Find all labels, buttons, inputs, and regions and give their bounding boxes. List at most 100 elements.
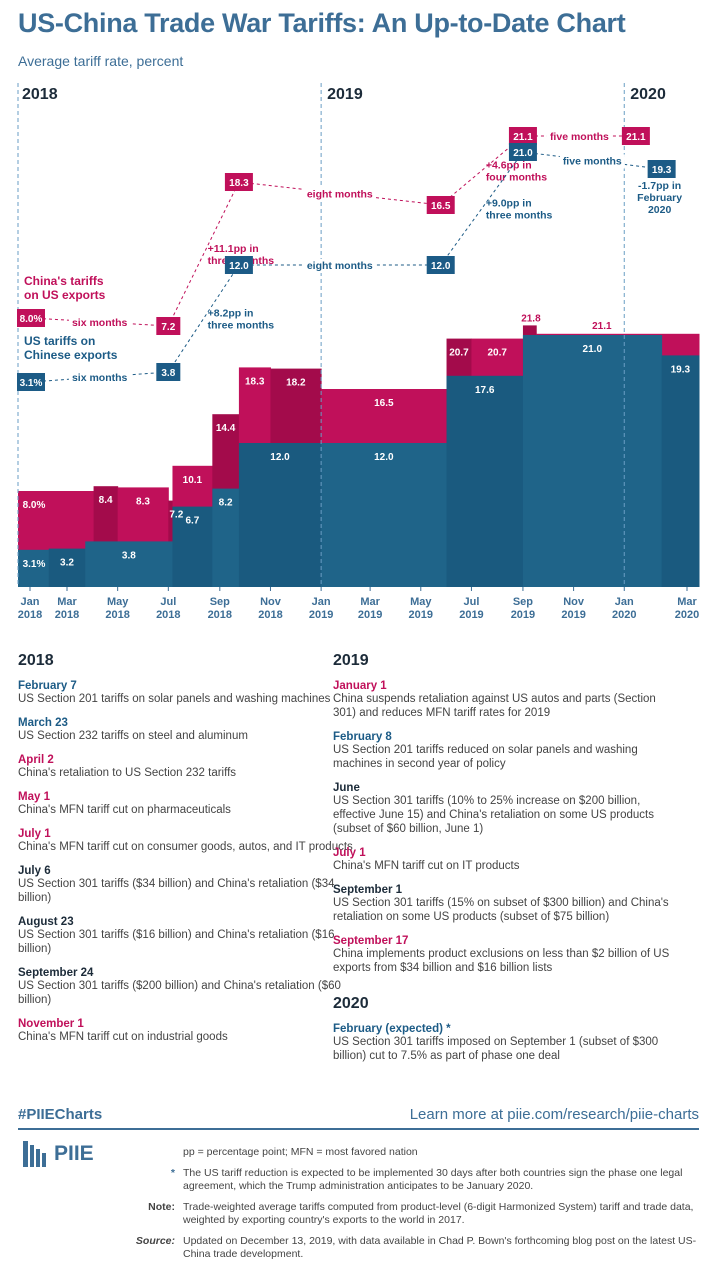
china-value-box-label: 21.1: [626, 132, 646, 143]
china-segment-label: eight months: [307, 189, 373, 201]
china-segment-label: five months: [550, 131, 609, 143]
x-tick-month: Jan: [312, 596, 331, 608]
event-date: September 17: [333, 935, 409, 947]
us-tariff-step: [661, 355, 700, 587]
x-tick-month: May: [410, 596, 432, 608]
note-label: Note:: [148, 1201, 175, 1213]
page-title: US-China Trade War Tariffs: An Up-to-Dat…: [18, 8, 626, 38]
event-description: US Section 232 tariffs on steel and alum…: [18, 730, 248, 742]
china-segment-label-bg: [68, 316, 131, 330]
china-segment-label-line: six months: [72, 317, 128, 329]
us-tariff-step: [446, 375, 524, 587]
x-tick-year: 2018: [18, 609, 42, 621]
china-value-label: 8.4: [99, 495, 113, 506]
us-value-box-label: 3.8: [161, 368, 175, 379]
x-tick-month: Jul: [463, 596, 479, 608]
x-tick-month: Mar: [677, 596, 697, 608]
us-tariff-step: [172, 506, 213, 587]
us-value-label: 17.6: [475, 385, 495, 396]
us-value-box-label: 3.1%: [20, 378, 43, 389]
x-tick-year: 2020: [612, 609, 636, 621]
event-item: February (expected) * US Section 301 tari…: [333, 1023, 693, 1063]
event-item: September 24 US Section 301 tariffs ($200…: [18, 967, 358, 1007]
china-segment-label-line: eight months: [307, 189, 373, 201]
piie-logo-icon: [23, 1141, 46, 1167]
us-connector: [522, 151, 662, 170]
us-value-box: [426, 256, 455, 274]
events-2020-heading: 2020: [333, 995, 369, 1012]
us-tariff-step: [321, 443, 448, 587]
event-date: September 1: [333, 884, 403, 896]
us-tariff-step: [238, 443, 322, 587]
events-2019-heading: 2019: [333, 652, 369, 669]
year-header: 2018: [22, 86, 58, 103]
china-value-label: 18.3: [245, 376, 265, 387]
event-date: April 2: [18, 754, 54, 766]
event-date: August 23: [18, 916, 74, 928]
event-item: July 1 China's MFN tariff cut on IT produ…: [333, 847, 693, 873]
piie-logo-text: PIIE: [54, 1142, 94, 1165]
us-value-box-label: 19.3: [652, 165, 672, 176]
us-tariff-step: [522, 335, 663, 587]
us-final-note-line: February: [637, 192, 682, 204]
event-date: February 7: [18, 680, 77, 692]
us-value-box-label: 12.0: [431, 261, 451, 272]
event-item: September 1 US Section 301 tariffs (15% o…: [333, 884, 693, 924]
us-value-label: 21.0: [583, 344, 603, 355]
event-description: China's retaliation to US Section 232 ta…: [18, 767, 237, 779]
china-connector: [238, 181, 441, 206]
china-value-label: 10.1: [183, 475, 203, 486]
legend-us-line1: US tariffs on: [24, 334, 95, 348]
china-connector: [167, 181, 240, 327]
us-tariff-step: [85, 541, 173, 587]
hashtag[interactable]: #PIIECharts: [18, 1106, 103, 1123]
china-value-box-label: 8.0%: [20, 314, 43, 325]
x-tick-year: 2018: [156, 609, 180, 621]
china-value-box: [17, 309, 45, 327]
us-value-label: 3.8: [122, 550, 136, 561]
event-description: US Section 201 tariffs reduced on solar …: [333, 744, 638, 770]
event-item: April 2 China's retaliation to US Section…: [18, 754, 358, 780]
us-segment-label-line: eight months: [307, 260, 373, 272]
china-value-box: [621, 127, 650, 145]
us-value-label: 19.3: [671, 364, 691, 375]
event-description: China's MFN tariff cut on IT products: [333, 860, 520, 872]
china-segment-label-line: five months: [550, 131, 609, 143]
event-date: July 1: [333, 847, 366, 859]
event-item: June US Section 301 tariffs (10% to 25% i…: [333, 782, 693, 836]
events-2018-heading: 2018: [18, 652, 54, 669]
legend-us-line2: Chinese exports: [24, 348, 118, 362]
x-tick-month: Sep: [513, 596, 533, 608]
us-segment-label-bg: [68, 371, 131, 385]
china-segment-label-bg: [303, 187, 376, 202]
event-date: July 6: [18, 865, 51, 877]
us-segment-label: five months: [563, 156, 622, 168]
tariff-chart: 2018 2019 2020 8.0% 8.4 8.3 7.2 10.1 14.4 18.3 18.…: [17, 83, 700, 621]
event-date: February 8: [333, 731, 392, 743]
year-header: 2020: [630, 86, 666, 103]
event-date: July 1: [18, 828, 51, 840]
event-description: China implements product exclusions on l…: [333, 948, 670, 974]
learn-more-link[interactable]: Learn more at piie.com/research/piie-cha…: [409, 1106, 699, 1123]
x-tick-month: Nov: [260, 596, 282, 608]
legend-china-line2: on US exports: [24, 288, 106, 302]
china-value-label: 14.4: [216, 423, 236, 434]
event-description: China suspends retaliation against US au…: [333, 693, 656, 719]
china-value-label: 8.3: [136, 496, 150, 507]
china-segment-label: six months: [72, 317, 128, 329]
us-value-box: [17, 373, 45, 391]
us-segment-label: eight months: [307, 260, 373, 272]
event-date: February (expected) *: [333, 1023, 451, 1035]
asterisk-mark: *: [170, 1167, 175, 1179]
asterisk-note: The US tariff reduction is expected to b…: [183, 1167, 683, 1192]
us-segment-label: +8.2pp in three months: [208, 308, 275, 332]
china-value-label: 21.1: [592, 321, 612, 332]
legend-china-line1: China's tariffs: [24, 274, 104, 288]
x-tick-month: Mar: [57, 596, 77, 608]
event-date: January 1: [333, 680, 387, 692]
note-text: Trade-weighted average tariffs computed …: [183, 1201, 694, 1226]
china-value-box: [224, 173, 253, 191]
x-tick-year: 2019: [309, 609, 333, 621]
event-item: July 6 US Section 301 tariffs ($34 billio…: [18, 865, 358, 905]
event-description: US Section 301 tariffs (10% to 25% incre…: [333, 795, 654, 835]
